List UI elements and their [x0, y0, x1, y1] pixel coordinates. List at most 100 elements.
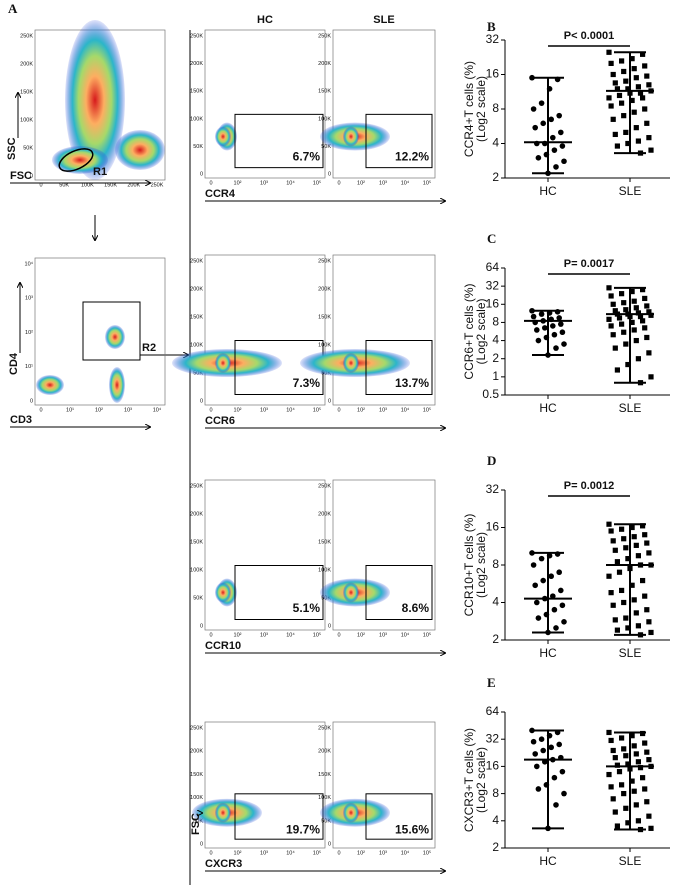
dot	[559, 329, 566, 336]
dot	[542, 758, 548, 765]
gate	[365, 565, 433, 620]
x-tick-label: 10⁴	[286, 406, 295, 413]
dot	[623, 307, 629, 313]
dot	[534, 599, 540, 606]
x-tick-label: 10²	[234, 850, 242, 856]
x-tick-label: 10³	[379, 407, 387, 413]
x-tick-label: 0	[337, 850, 340, 856]
dot	[546, 310, 553, 316]
dot	[610, 116, 616, 122]
y-axis-label: CCR6+T cells (%)	[462, 283, 476, 379]
y-tick-label: 50K	[23, 145, 33, 151]
dot	[554, 729, 561, 736]
x-tick-label: 200K	[127, 182, 140, 188]
x-axis-label: CXCR3	[205, 858, 242, 870]
x-axis-label: CCR10	[205, 640, 241, 652]
dot	[556, 741, 562, 748]
y-tick-label: 4	[492, 333, 499, 347]
x-tick-label: 10³	[379, 850, 387, 856]
dot	[535, 337, 542, 344]
dot	[612, 308, 618, 314]
gate-label: R2	[142, 342, 156, 354]
y-tick-label: 150K	[190, 89, 203, 95]
x-tick-label: HC	[539, 184, 557, 198]
density	[52, 146, 108, 174]
x-tick-label: 10²	[95, 407, 103, 413]
y-tick-label: 200K	[318, 286, 331, 292]
dot	[548, 744, 554, 751]
x-tick-label: 10³	[379, 180, 387, 186]
x-tick-label: 0	[209, 850, 212, 856]
dot	[623, 78, 629, 84]
dot	[642, 295, 648, 302]
y-tick-label: 200K	[318, 61, 331, 67]
x-axis-label: CCR4	[205, 188, 236, 200]
dot	[648, 374, 654, 380]
dot	[559, 143, 566, 149]
dot	[625, 761, 631, 767]
y-tick-label: 150K	[190, 772, 203, 778]
y-tick-label: 100K	[318, 116, 331, 122]
dot	[551, 147, 558, 153]
dot	[610, 332, 616, 338]
gate	[365, 340, 433, 395]
y-tick-label: 100K	[190, 795, 203, 801]
dot	[627, 565, 633, 572]
y-tick-label: 150K	[318, 89, 331, 95]
y-axis-label: (Log2 scale)	[474, 747, 488, 813]
plot-frame	[204, 254, 326, 406]
dot	[631, 534, 637, 540]
dot	[529, 550, 535, 556]
y-tick-label: 250K	[190, 725, 203, 731]
dot	[608, 784, 614, 790]
density	[215, 802, 231, 823]
x-tick-label: SLE	[619, 854, 642, 868]
dot	[548, 316, 554, 323]
gate-percent: 8.6%	[402, 601, 430, 615]
dot	[640, 287, 646, 293]
dot	[629, 582, 635, 588]
gate	[58, 148, 94, 172]
dot	[538, 100, 545, 106]
x-tick-label: 100K	[81, 182, 94, 188]
dot	[535, 786, 542, 792]
x-tick-label: 10⁴	[286, 849, 295, 856]
dot	[614, 627, 620, 633]
x-tick-label: 10⁴	[401, 631, 410, 638]
dot	[551, 774, 558, 781]
y-tick-label: 100K	[318, 342, 331, 348]
dot	[545, 825, 551, 832]
y-tick-label: 0	[200, 623, 203, 629]
y-tick-label: 250K	[318, 33, 331, 39]
dot	[646, 757, 652, 763]
y-tick-label: 150K	[190, 314, 203, 320]
y-tick-label: 100K	[318, 795, 331, 801]
y-tick-label: 250K	[318, 483, 331, 489]
dot	[610, 71, 616, 78]
density	[36, 375, 64, 395]
dot	[619, 782, 625, 788]
dot	[635, 553, 641, 559]
x-tick-label: 10⁵	[313, 631, 321, 638]
y-tick-label: 0	[328, 171, 331, 177]
dot	[619, 735, 625, 741]
dot	[543, 782, 550, 788]
gate	[365, 113, 433, 169]
dot	[545, 170, 551, 177]
dot	[642, 593, 648, 599]
x-tick-label: 10³	[260, 407, 268, 413]
y-tick-label: 0	[30, 173, 33, 179]
dot	[648, 312, 654, 318]
plot-frame	[332, 479, 436, 631]
y-tick-label: 4	[492, 595, 499, 609]
dot	[646, 550, 652, 556]
y-tick-label: 0	[328, 623, 331, 629]
gate-percent: 5.1%	[293, 601, 321, 615]
dot	[543, 334, 550, 341]
dot	[610, 538, 616, 544]
x-tick-label: 10²	[357, 632, 365, 638]
y-tick-label: 200K	[190, 511, 203, 517]
dot	[646, 82, 652, 88]
y-tick-label: 100K	[190, 567, 203, 573]
x-tick-label: 0	[209, 180, 212, 186]
